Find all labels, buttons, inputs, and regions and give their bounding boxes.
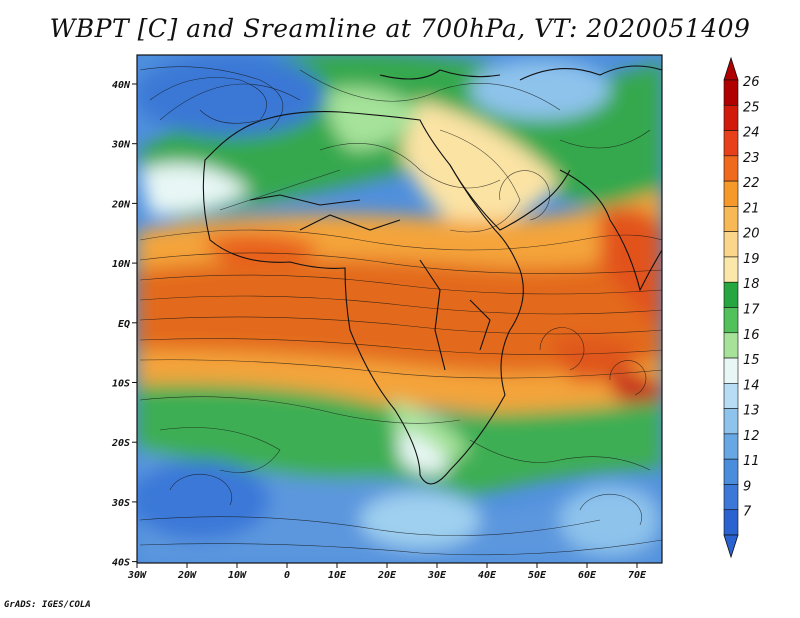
colorbar-swatch <box>723 256 739 283</box>
colorbar-label: 21 <box>743 201 760 216</box>
lon-tick-label: 20W <box>177 570 197 581</box>
map-frame <box>136 54 663 564</box>
colorbar-swatch <box>723 408 739 435</box>
colorbar-swatch <box>723 130 739 157</box>
colorbar-swatch <box>723 281 739 308</box>
lon-tick-label: 30W <box>127 570 147 581</box>
map-title: WBPT [C] and Sreamline at 700hPa, VT: 20… <box>49 14 751 43</box>
colorbar-label: 13 <box>743 404 760 419</box>
lon-tick-label: 40E <box>478 570 497 581</box>
colorbar-swatch <box>723 458 739 485</box>
colorbar-swatch <box>723 206 739 232</box>
lat-tick-label: 20N <box>111 199 131 210</box>
lat-tick-label: 40S <box>112 558 130 569</box>
colorbar-swatch <box>723 155 739 182</box>
colorbar-label: 19 <box>743 252 760 267</box>
colorbar-label: 15 <box>743 353 760 368</box>
colorbar-swatch <box>723 484 739 511</box>
colorbar-label: 23 <box>743 151 760 166</box>
colorbar-label: 14 <box>743 378 760 393</box>
colorbar-label: 20 <box>743 227 760 242</box>
lon-tick-label: 10E <box>328 570 347 581</box>
lon-tick-label: 70E <box>628 570 647 581</box>
lon-tick-label: 10W <box>228 570 247 581</box>
lat-tick-label: 30S <box>111 498 130 509</box>
colorbar-label: 17 <box>743 303 760 318</box>
colorbar-label: 24 <box>743 126 760 141</box>
colorbar-swatch <box>723 357 739 384</box>
colorbar-max-arrow <box>723 56 739 81</box>
colorbar-label: 18 <box>743 277 760 292</box>
wbpt-field <box>137 55 662 563</box>
lat-tick-label: EQ <box>118 319 130 330</box>
lon-tick-label: 50E <box>528 570 547 581</box>
lat-tick-label: 40N <box>112 80 131 91</box>
latitude-axis: 40N 30N 20N 10N EQ 10S 20S 30S 40S <box>111 80 137 569</box>
colorbar-label: 26 <box>743 75 760 90</box>
lon-tick-label: 30E <box>427 570 447 581</box>
colorbar-label: 9 <box>743 479 751 494</box>
lon-tick-label: 60E <box>578 570 597 581</box>
colorbar-swatch <box>723 433 739 460</box>
colorbar-label: 12 <box>743 429 760 444</box>
lat-tick-label: 10S <box>112 379 130 390</box>
colorbar: 26 25 24 23 22 21 20 19 18 17 16 15 14 13 12 11 9 7 <box>723 56 760 559</box>
colorbar-swatch <box>723 307 739 334</box>
colorbar-label: 7 <box>743 505 752 520</box>
lon-tick-label: 0 <box>284 570 290 581</box>
credit-text: GrADS: IGES/COLA <box>4 600 91 610</box>
colorbar-min-arrow <box>723 534 739 559</box>
colorbar-swatch <box>723 79 739 106</box>
colorbar-swatch <box>723 180 739 207</box>
colorbar-label: 22 <box>743 176 760 191</box>
colorbar-label: 25 <box>743 100 760 115</box>
colorbar-label: 16 <box>743 328 760 343</box>
colorbar-swatch <box>723 383 739 409</box>
colorbar-swatch <box>723 332 739 359</box>
lat-tick-label: 10N <box>112 259 131 270</box>
lon-tick-label: 20E <box>377 570 397 581</box>
colorbar-swatch <box>723 104 739 131</box>
lat-tick-label: 30N <box>111 140 131 151</box>
lat-tick-label: 20S <box>111 438 130 449</box>
longitude-axis: 30W 20W 10W 0 10E 20E 30E 40E 50E 60E 70E <box>127 563 647 581</box>
colorbar-swatch <box>723 509 739 536</box>
colorbar-swatch <box>723 231 739 258</box>
colorbar-label: 11 <box>743 454 760 469</box>
